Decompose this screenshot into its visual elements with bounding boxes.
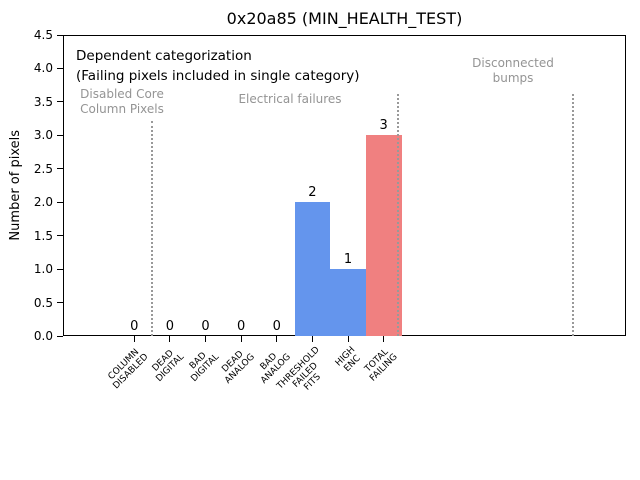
annotation-electrical-failures: Electrical failures (238, 92, 342, 106)
x-tick-mark (240, 336, 242, 342)
y-tick-mark (57, 268, 63, 270)
bar-value-label: 0 (201, 319, 210, 334)
y-tick-label: 4.0 (33, 61, 53, 76)
y-tick-label: 2.0 (33, 195, 53, 210)
section-separator-line (571, 93, 574, 336)
bar-value-label: 0 (130, 319, 139, 334)
y-tick-label: 2.5 (33, 161, 53, 176)
x-tick-label: BAD DIGITAL (188, 350, 222, 385)
y-tick-label: 1.5 (33, 228, 53, 243)
x-tick-mark (169, 336, 171, 342)
x-tick-mark (347, 336, 349, 342)
x-tick-mark (383, 336, 385, 342)
bar-value-label: 2 (308, 185, 317, 201)
section-separator-line (396, 93, 399, 336)
bar (294, 202, 331, 336)
x-tick-mark (205, 336, 207, 342)
y-tick-mark (57, 235, 63, 237)
y-tick-mark (57, 67, 63, 69)
x-tick-label: HIGH ENC (333, 345, 363, 374)
y-tick-mark (57, 168, 63, 170)
x-tick-label: DEAD ANALOG (220, 349, 258, 386)
bar (365, 135, 402, 336)
bar (330, 269, 366, 336)
section-separator-line (151, 120, 154, 336)
y-tick-label: 3.5 (33, 94, 53, 109)
bar-value-label: 1 (343, 252, 353, 268)
y-axis-label-text: Number of pixels (7, 130, 23, 241)
annotation-dependent-categorization: Dependent categorization (Failing pixels… (76, 48, 360, 84)
y-tick-label: 4.5 (33, 28, 53, 42)
chart-title: 0x20a85 (MIN_HEALTH_TEST) (226, 9, 463, 28)
y-tick-mark (57, 335, 63, 337)
x-tick-mark (276, 336, 278, 342)
y-tick-mark (57, 201, 63, 203)
bar-value-label: 0 (237, 319, 246, 334)
y-tick-mark (57, 34, 63, 36)
bar-value-label: 3 (379, 118, 388, 134)
bar-value-label: 0 (165, 319, 175, 334)
y-tick-label: 0.5 (33, 295, 53, 310)
x-tick-mark (311, 336, 313, 342)
y-tick-mark (57, 302, 63, 304)
x-tick-label: DEAD DIGITAL (150, 348, 187, 385)
y-tick-label: 1.0 (33, 262, 53, 277)
y-tick-mark (57, 101, 63, 103)
x-tick-mark (133, 336, 135, 342)
annotation-disconnected-bumps: Disconnected bumps (472, 56, 554, 85)
y-axis-label: Number of pixels (6, 35, 24, 336)
y-tick-mark (57, 134, 63, 136)
bar-value-label: 0 (272, 319, 281, 334)
x-tick-label: TOTAL FAILING (363, 347, 400, 384)
y-tick-label: 0.0 (33, 329, 53, 343)
annotation-disabled-core-column-pixels: Disabled Core Column Pixels (80, 87, 164, 116)
y-tick-label: 3.0 (33, 128, 53, 143)
x-tick-label: COLUMN DISABLED (106, 347, 151, 392)
